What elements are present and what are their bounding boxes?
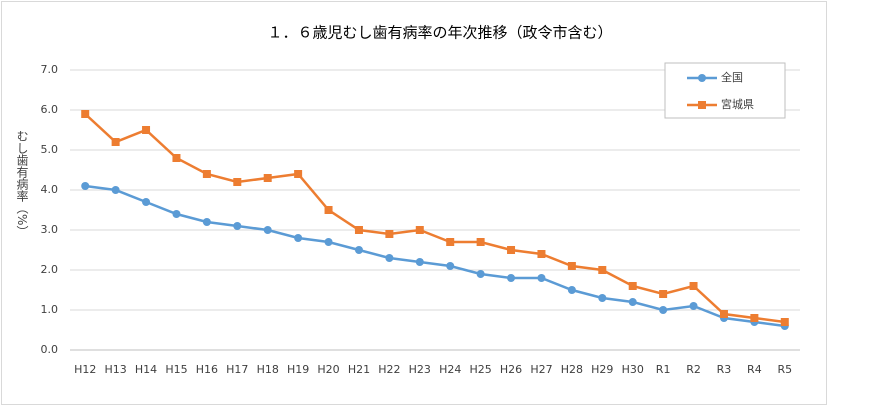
series-line — [84, 113, 785, 324]
y-tick-label: 6.0 — [41, 103, 59, 116]
data-point — [567, 262, 576, 270]
data-point — [507, 246, 516, 254]
data-point — [81, 110, 90, 118]
x-tick-label: H16 — [196, 363, 218, 376]
data-point — [537, 274, 546, 282]
data-point — [202, 170, 211, 178]
data-point — [233, 222, 242, 230]
x-tick-label: R5 — [777, 363, 792, 376]
data-point — [172, 154, 181, 162]
x-tick-label: H27 — [530, 363, 552, 376]
data-point — [324, 206, 333, 214]
data-point — [476, 270, 485, 278]
data-point — [446, 262, 455, 270]
data-point — [689, 302, 698, 310]
data-point — [719, 310, 728, 318]
legend-box — [664, 62, 786, 119]
data-point — [750, 314, 759, 322]
data-point — [598, 266, 607, 274]
legend-label: 宮城県 — [721, 97, 754, 111]
x-tick-label: R4 — [747, 363, 762, 376]
data-point — [354, 246, 363, 254]
x-tick-label: H19 — [287, 363, 309, 376]
legend-marker — [698, 74, 706, 82]
data-point — [172, 210, 181, 218]
x-tick-label: H28 — [561, 363, 583, 376]
chart-title: １．６歳児むし歯有病率の年次推移（政令市含む） — [267, 24, 612, 42]
x-tick-label: R2 — [686, 363, 701, 376]
data-point — [537, 250, 546, 258]
data-point — [385, 230, 394, 238]
data-point — [598, 294, 607, 302]
y-tick-label: 5.0 — [41, 143, 59, 156]
data-point — [294, 170, 303, 178]
data-point — [628, 298, 637, 306]
data-point — [476, 238, 485, 246]
series-line — [85, 184, 785, 328]
x-tick-label: R3 — [717, 363, 732, 376]
x-tick-label: H15 — [165, 363, 187, 376]
x-tick-label: H20 — [317, 363, 339, 376]
y-tick-label: 0.0 — [41, 343, 59, 356]
y-tick-label: 4.0 — [41, 183, 59, 196]
data-point — [111, 186, 120, 194]
data-point — [142, 198, 151, 206]
x-tick-label: H25 — [469, 363, 491, 376]
data-point — [263, 226, 272, 234]
data-point — [659, 290, 668, 298]
data-point — [202, 218, 211, 226]
data-point — [507, 274, 516, 282]
y-tick-label: 7.0 — [41, 63, 59, 76]
data-point — [233, 178, 242, 186]
y-tick-label: 1.0 — [41, 303, 59, 316]
x-tick-label: H14 — [135, 363, 157, 376]
chart-border — [1, 1, 827, 405]
data-point — [142, 126, 151, 134]
x-tick-label: H17 — [226, 363, 248, 376]
data-point — [354, 226, 363, 234]
x-tick-label: H30 — [622, 363, 644, 376]
data-point — [294, 234, 303, 242]
x-tick-label: H18 — [257, 363, 279, 376]
x-tick-label: H29 — [591, 363, 613, 376]
y-tick-label: 3.0 — [41, 223, 59, 236]
x-tick-label: H13 — [104, 363, 126, 376]
data-point — [659, 306, 668, 314]
data-point — [385, 254, 394, 262]
data-point — [689, 282, 698, 290]
x-tick-label: H23 — [409, 363, 431, 376]
data-point — [446, 238, 455, 246]
data-point — [780, 318, 789, 326]
x-tick-label: H22 — [378, 363, 400, 376]
data-point — [81, 182, 90, 190]
data-point — [567, 286, 576, 294]
y-axis-label: むし歯有病率（%） — [15, 130, 29, 237]
data-point — [628, 282, 637, 290]
data-point — [263, 174, 272, 182]
legend-label: 全国 — [721, 70, 743, 84]
x-tick-label: H12 — [74, 363, 96, 376]
data-point — [415, 226, 424, 234]
y-tick-label: 2.0 — [41, 263, 59, 276]
data-point — [111, 138, 120, 146]
data-point — [324, 238, 333, 246]
x-tick-label: H24 — [439, 363, 461, 376]
x-tick-label: R1 — [656, 363, 671, 376]
x-tick-label: H21 — [348, 363, 370, 376]
data-point — [415, 258, 424, 266]
legend-marker — [698, 101, 706, 109]
x-tick-label: H26 — [500, 363, 522, 376]
